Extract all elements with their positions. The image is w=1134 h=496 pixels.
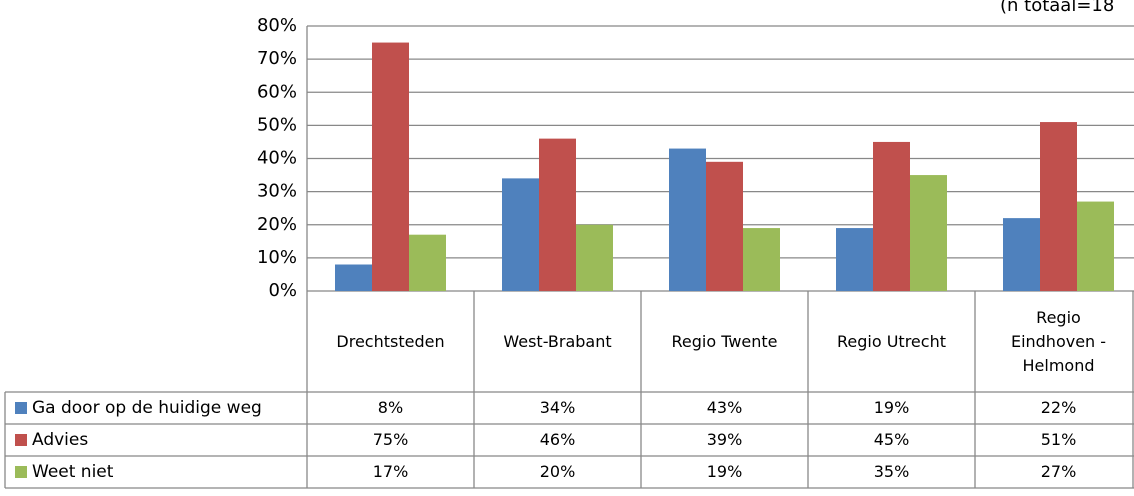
y-tick-label: 50% — [257, 114, 297, 135]
data-label: 43% — [706, 398, 743, 417]
bar — [539, 138, 576, 291]
bar — [706, 161, 743, 291]
y-tick-label: 0% — [268, 280, 297, 301]
y-tick-label: 40% — [257, 148, 297, 169]
legend-entry: Advies — [5, 424, 307, 456]
y-tick-label: 10% — [257, 247, 297, 268]
bar — [910, 175, 947, 291]
bar — [1077, 201, 1114, 291]
data-label: 19% — [873, 398, 910, 417]
bar — [502, 178, 539, 291]
bar — [743, 228, 780, 291]
data-label: 22% — [1040, 398, 1077, 417]
bar — [372, 42, 409, 291]
legend-swatch — [15, 466, 27, 478]
data-label: 20% — [539, 462, 576, 481]
bar — [576, 224, 613, 291]
y-tick-label: 70% — [257, 48, 297, 69]
category-label: West-Brabant — [503, 331, 612, 351]
legend-label: Weet niet — [32, 462, 114, 482]
category-label: Regio Eindhoven - Helmond — [1010, 307, 1107, 375]
legend-label: Advies — [32, 430, 89, 450]
legend-swatch — [15, 434, 27, 446]
y-tick-label: 30% — [257, 181, 297, 202]
bar — [1040, 122, 1077, 291]
y-tick-label: 60% — [257, 81, 297, 102]
bar — [669, 148, 706, 291]
category-label: Drechtsteden — [336, 331, 445, 351]
y-tick-label: 20% — [257, 214, 297, 235]
annotation: (n totaal=18 — [1000, 0, 1114, 16]
data-label: 45% — [873, 430, 910, 449]
data-label: 75% — [372, 430, 409, 449]
data-label: 51% — [1040, 430, 1077, 449]
data-label: 39% — [706, 430, 743, 449]
data-label: 19% — [706, 462, 743, 481]
legend-entry: Weet niet — [5, 456, 307, 488]
data-label: 46% — [539, 430, 576, 449]
data-label: 8% — [377, 398, 404, 417]
category-label: Regio Utrecht — [837, 331, 946, 351]
bar — [335, 264, 372, 291]
bar — [873, 141, 910, 291]
data-label: 34% — [539, 398, 576, 417]
data-label: 27% — [1040, 462, 1077, 481]
data-label: 17% — [372, 462, 409, 481]
data-label: 35% — [873, 462, 910, 481]
bar — [409, 234, 446, 291]
category-label: Regio Twente — [671, 331, 778, 351]
y-tick-label: 80% — [257, 15, 297, 36]
bar — [836, 228, 873, 291]
legend-label: Ga door op de huidige weg — [32, 398, 262, 418]
legend-entry: Ga door op de huidige weg — [5, 392, 307, 424]
legend-swatch — [15, 402, 27, 414]
bar — [1003, 218, 1040, 291]
